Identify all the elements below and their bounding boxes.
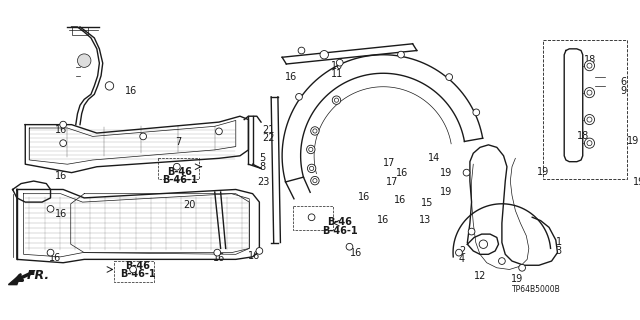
- Text: 19: 19: [633, 177, 640, 187]
- Circle shape: [173, 164, 180, 170]
- Circle shape: [584, 138, 595, 148]
- Text: 19: 19: [627, 136, 639, 147]
- Text: 14: 14: [428, 153, 440, 163]
- Text: 1: 1: [556, 237, 562, 247]
- Text: 16: 16: [125, 86, 137, 96]
- Text: 23: 23: [258, 177, 270, 187]
- Bar: [114, 261, 154, 282]
- Circle shape: [60, 121, 67, 128]
- Circle shape: [310, 127, 319, 135]
- Circle shape: [584, 88, 595, 98]
- Bar: [543, 40, 627, 180]
- Circle shape: [308, 214, 315, 220]
- Circle shape: [519, 264, 525, 271]
- Text: 7: 7: [175, 137, 181, 147]
- Text: 16: 16: [285, 72, 297, 82]
- Text: TP64B5000B: TP64B5000B: [512, 284, 561, 294]
- Circle shape: [397, 51, 404, 58]
- Text: 17: 17: [386, 177, 398, 187]
- Circle shape: [320, 51, 328, 59]
- Text: 19: 19: [440, 187, 452, 197]
- Text: 19: 19: [511, 274, 524, 284]
- Circle shape: [584, 60, 595, 71]
- Text: B-46: B-46: [125, 261, 150, 271]
- Text: B-46-1: B-46-1: [323, 226, 358, 236]
- Circle shape: [47, 205, 54, 212]
- Text: B-46: B-46: [167, 167, 191, 177]
- Circle shape: [456, 249, 462, 256]
- Text: 18: 18: [584, 55, 596, 65]
- Text: 2: 2: [459, 246, 465, 256]
- Text: 16: 16: [248, 251, 260, 261]
- Circle shape: [346, 244, 353, 250]
- Polygon shape: [8, 274, 21, 284]
- Text: FR.: FR.: [27, 269, 50, 282]
- Text: 4: 4: [459, 254, 465, 264]
- Circle shape: [468, 228, 475, 235]
- Text: B-46-1: B-46-1: [120, 269, 156, 279]
- Text: 16: 16: [55, 124, 67, 135]
- Circle shape: [216, 128, 222, 135]
- Text: 17: 17: [383, 158, 396, 168]
- Text: B-46-1: B-46-1: [163, 175, 198, 185]
- Text: 3: 3: [556, 246, 562, 256]
- Circle shape: [307, 164, 316, 172]
- Circle shape: [473, 109, 479, 116]
- Bar: [158, 158, 199, 180]
- Text: 22: 22: [263, 133, 275, 143]
- Circle shape: [310, 176, 319, 185]
- Text: 15: 15: [421, 198, 433, 208]
- Text: B-46: B-46: [327, 217, 351, 227]
- Text: 6: 6: [621, 77, 627, 87]
- Circle shape: [307, 145, 315, 154]
- Text: 20: 20: [184, 200, 196, 211]
- Circle shape: [214, 249, 221, 256]
- Text: 19: 19: [537, 167, 550, 177]
- Text: 9: 9: [621, 86, 627, 96]
- Circle shape: [298, 47, 305, 54]
- Text: 13: 13: [419, 215, 431, 225]
- Text: 16: 16: [396, 168, 408, 179]
- Circle shape: [479, 240, 488, 248]
- Text: 16: 16: [377, 215, 390, 225]
- Circle shape: [256, 248, 263, 254]
- Text: 5: 5: [259, 153, 266, 163]
- Circle shape: [140, 133, 147, 140]
- Circle shape: [105, 82, 114, 90]
- Text: 12: 12: [474, 271, 486, 281]
- Circle shape: [446, 74, 452, 80]
- Circle shape: [499, 258, 505, 264]
- Text: 16: 16: [358, 192, 370, 202]
- Text: 8: 8: [259, 162, 266, 172]
- Text: 16: 16: [394, 196, 406, 205]
- Bar: [72, 27, 88, 36]
- Text: 16: 16: [55, 209, 67, 219]
- Circle shape: [77, 54, 91, 68]
- Circle shape: [296, 93, 302, 100]
- Circle shape: [60, 140, 67, 147]
- Circle shape: [337, 59, 343, 66]
- Circle shape: [130, 266, 136, 273]
- Text: 16: 16: [213, 252, 225, 263]
- Circle shape: [463, 169, 470, 176]
- Bar: [293, 206, 333, 230]
- Circle shape: [332, 96, 340, 104]
- Text: 18: 18: [577, 131, 589, 140]
- Circle shape: [47, 249, 54, 256]
- Text: 10: 10: [331, 60, 343, 71]
- Text: 19: 19: [440, 168, 452, 179]
- Text: 11: 11: [331, 69, 343, 79]
- Text: 21: 21: [263, 124, 275, 135]
- Text: 16: 16: [49, 252, 61, 263]
- Circle shape: [584, 115, 595, 124]
- Text: 16: 16: [349, 248, 362, 259]
- Text: 16: 16: [55, 171, 67, 181]
